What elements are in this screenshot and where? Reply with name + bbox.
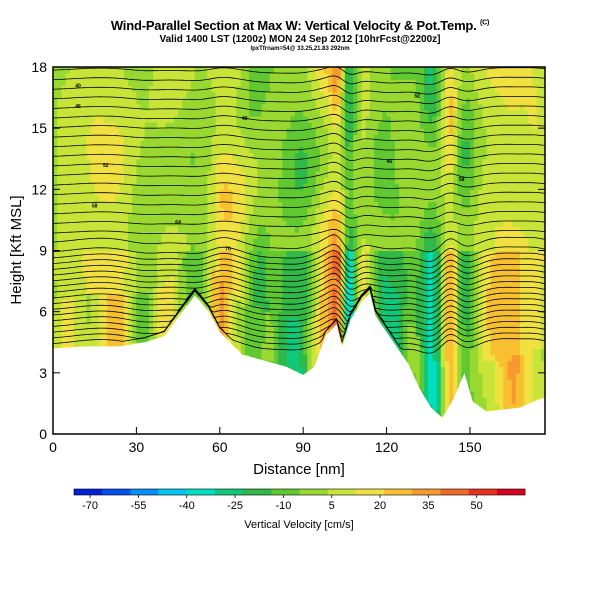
colorbar-tick-label: -55	[130, 500, 146, 512]
colorbar-swatch	[158, 489, 188, 495]
colorbar-swatch	[440, 489, 469, 495]
y-axis-title: Height [Kft MSL]	[8, 195, 25, 304]
isentrope-line	[53, 171, 545, 181]
colorbar-tick-label: 20	[374, 500, 386, 512]
colorbar-frame	[73, 488, 526, 496]
isentrope-line	[53, 267, 545, 286]
isentrope-line	[53, 75, 545, 85]
chart-coords: lpxTfrnam=54@ 33.25,21.83 292nm	[250, 46, 350, 52]
y-tick-label: 12	[31, 181, 47, 197]
colorbar-swatch	[74, 489, 103, 495]
x-tick-label: 60	[212, 439, 228, 455]
y-tick-label: 3	[39, 365, 47, 381]
y-tick-label: 6	[39, 304, 47, 320]
isentrope-line	[53, 228, 545, 239]
colorbar-swatch	[468, 489, 498, 495]
isentrope-label: 46	[75, 104, 81, 110]
x-tick-label: 30	[129, 439, 145, 455]
colorbar-swatch	[384, 489, 413, 495]
colorbar-swatch	[243, 489, 272, 495]
colorbar-swatch	[186, 489, 216, 495]
y-tick-label: 0	[39, 426, 47, 442]
isentrope-line	[53, 287, 545, 337]
colorbar-tick-label: -10	[275, 500, 291, 512]
colorbar-tick-label: 50	[471, 500, 483, 512]
copyright-mark: (C)	[480, 19, 490, 27]
isentrope-line	[53, 104, 545, 114]
x-tick-label: 90	[295, 439, 311, 455]
isentrope-line	[53, 286, 545, 331]
isentrope-line	[53, 209, 545, 220]
colorbar-tick-label: 35	[422, 500, 434, 512]
isentrope-line	[53, 132, 545, 143]
isentrope-line	[53, 286, 545, 314]
colorbar-swatch	[102, 489, 131, 495]
y-tick-label: 18	[31, 59, 47, 75]
isentrope-line	[53, 287, 545, 343]
y-tick-label: 9	[39, 243, 47, 259]
potential-temperature-contours: 40 46 52 58 64 70 40 46 52 58	[53, 67, 545, 354]
isentrope-line	[53, 85, 545, 95]
isentrope-line	[53, 142, 545, 153]
isentrope-line	[53, 161, 545, 172]
colorbar-tick-label: -40	[179, 500, 195, 512]
x-tick-label: 0	[49, 439, 57, 455]
isentrope-line	[53, 287, 545, 348]
isentrope-label: 58	[92, 204, 98, 210]
isentrope-line	[53, 286, 545, 320]
isentrope-line	[53, 180, 545, 191]
isentrope-label: 40	[242, 116, 248, 122]
isentrope-line	[53, 285, 545, 309]
isentrope-line	[53, 200, 545, 210]
isentrope-line	[53, 123, 545, 133]
isentrope-label: 58	[459, 177, 465, 183]
isentrope-line	[53, 190, 545, 200]
colorbar-swatch	[412, 489, 441, 495]
x-axis: 0 30 60 90 120 150	[49, 427, 482, 455]
isentrope-line	[53, 113, 545, 124]
isentrope-line	[53, 234, 545, 253]
colorbar-swatch	[496, 489, 526, 495]
colorbar-swatch	[130, 489, 159, 495]
chart-title: Wind-Parallel Section at Max W: Vertical…	[110, 18, 490, 33]
isentrope-line	[53, 284, 545, 303]
isentrope-label: 46	[387, 159, 393, 165]
colorbar-swatch	[214, 489, 244, 495]
colorbar-tick-label: 5	[329, 500, 335, 512]
isentrope-line	[53, 286, 545, 326]
y-tick-label: 15	[31, 120, 47, 136]
colorbar-swatch	[355, 489, 385, 495]
y-axis: 0 3 6 9 12 15 18	[31, 59, 545, 442]
colorbar-swatch	[271, 489, 300, 495]
isentrope-label: 52	[103, 163, 109, 169]
colorbar: -70 -55 -40 -25 -10 5 20 35 50	[73, 488, 526, 512]
isentrope-line	[53, 243, 545, 262]
isentrope-line	[53, 152, 545, 162]
isentrope-label: 70	[225, 247, 231, 253]
isentrope-label: 52	[414, 94, 420, 100]
x-tick-label: 120	[375, 439, 399, 455]
isentrope-label: 64	[175, 220, 181, 226]
isentrope-line	[53, 219, 545, 229]
isentrope-line	[53, 288, 545, 354]
colorbar-swatch	[299, 489, 328, 495]
chart-subtitle: Valid 1400 LST (1200z) MON 24 Sep 2012 […	[159, 34, 441, 45]
isentrope-line	[53, 272, 545, 291]
colorbar-swatch	[327, 489, 357, 495]
isentrope-line	[53, 261, 545, 280]
x-axis-title: Distance [nm]	[253, 461, 345, 478]
colorbar-tick-label: -70	[82, 500, 98, 512]
x-tick-label: 150	[458, 439, 482, 455]
colorbar-tick-label: -25	[227, 500, 243, 512]
vertical-velocity-field	[53, 67, 545, 418]
isentrope-label: 40	[75, 83, 81, 89]
isentrope-line	[53, 249, 545, 269]
isentrope-line	[53, 94, 545, 105]
isentrope-line	[53, 67, 545, 76]
isentrope-line	[53, 278, 545, 297]
isentrope-line	[53, 255, 545, 274]
colorbar-title: Vertical Velocity [cm/s]	[244, 519, 353, 531]
